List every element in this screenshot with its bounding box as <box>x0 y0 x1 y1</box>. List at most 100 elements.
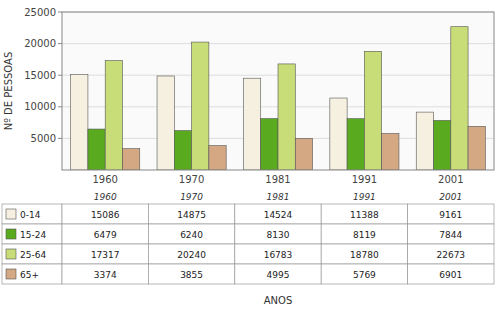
table-cell <box>321 244 407 264</box>
table-cell <box>62 224 148 244</box>
tick-label: 1960 <box>92 174 117 185</box>
table-cell <box>235 224 321 244</box>
table-cell <box>148 264 234 284</box>
bar <box>434 120 451 170</box>
data-label: 15086 <box>91 210 120 220</box>
data-label: 4995 <box>267 270 290 280</box>
bar <box>330 98 347 170</box>
data-label: 9161 <box>439 210 462 220</box>
data-label: 18780 <box>350 250 379 260</box>
bar <box>157 76 174 170</box>
table-header: 1960 <box>94 192 117 202</box>
plot-area <box>62 12 494 170</box>
table-cell <box>235 264 321 284</box>
data-label: 17317 <box>91 250 120 260</box>
legend-swatch <box>6 249 16 259</box>
table-cell <box>148 204 234 224</box>
grid-line <box>62 43 494 44</box>
legend-swatch <box>6 269 16 279</box>
data-label: 8130 <box>267 230 290 240</box>
tick-label: 1991 <box>352 174 377 185</box>
legend-entry: 65+ <box>20 270 39 280</box>
table-header: 2001 <box>439 192 462 202</box>
table-cell <box>235 204 321 224</box>
chart: 5000 10000 15000 20000 25000 Nº DE PESSOAS 196… <box>0 0 504 322</box>
bar <box>278 64 295 170</box>
bar <box>243 78 260 170</box>
bar <box>468 126 485 170</box>
bar <box>209 146 226 170</box>
tick-mark <box>58 106 62 107</box>
table-cell <box>148 224 234 244</box>
tick-label: 25000 <box>24 7 56 18</box>
data-label: 14524 <box>264 210 293 220</box>
tick-label: 1970 <box>179 174 204 185</box>
data-label: 7844 <box>439 230 462 240</box>
tick-mark <box>58 138 62 139</box>
data-label: 14875 <box>177 210 206 220</box>
table-cell <box>62 244 148 264</box>
table-cell <box>408 204 494 224</box>
data-label: 6479 <box>94 230 117 240</box>
table-cell <box>235 244 321 264</box>
table-cell <box>321 264 407 284</box>
tick-label: 20000 <box>24 38 56 49</box>
table-cell <box>408 244 494 264</box>
tick-label: 15000 <box>24 70 56 81</box>
data-label: 22673 <box>436 250 465 260</box>
tick-mark <box>58 12 62 13</box>
legend-swatch <box>6 229 16 239</box>
bar <box>261 119 278 170</box>
legend-swatch <box>6 209 16 219</box>
bar <box>347 119 364 170</box>
table-cell <box>408 264 494 284</box>
data-label: 8119 <box>353 230 376 240</box>
data-table: 1960 1970 1981 1991 2001 0-14 15086 14875 14524 1… <box>2 192 494 284</box>
x-axis: 1960 1970 1981 1991 2001 <box>92 174 463 185</box>
table-cell <box>2 204 62 224</box>
bar <box>382 134 399 170</box>
tick-mark <box>58 43 62 44</box>
table-header: 1970 <box>180 192 203 202</box>
tick-label: 10000 <box>24 101 56 112</box>
bar <box>105 61 122 170</box>
data-label: 6240 <box>180 230 203 240</box>
data-label: 5769 <box>353 270 376 280</box>
table-header: 1981 <box>267 192 290 202</box>
bar <box>71 75 88 170</box>
y-axis-label: Nº DE PESSOAS <box>3 52 14 131</box>
table-cell <box>321 204 407 224</box>
x-axis-label: ANOS <box>264 295 293 306</box>
data-label: 16783 <box>264 250 293 260</box>
bar <box>416 112 433 170</box>
plot-frame <box>62 12 494 170</box>
table-cell <box>148 244 234 264</box>
table-cell <box>62 204 148 224</box>
table-header: 1991 <box>353 192 376 202</box>
legend-entry: 15-24 <box>20 230 46 240</box>
data-label: 20240 <box>177 250 206 260</box>
tick-label: 2001 <box>438 174 463 185</box>
bar <box>451 27 468 170</box>
table-cell <box>2 264 62 284</box>
table-cell <box>62 264 148 284</box>
bar <box>295 138 312 170</box>
bars <box>71 27 486 170</box>
tick-mark <box>58 75 62 76</box>
tick-label: 1981 <box>265 174 290 185</box>
bar <box>192 42 209 170</box>
bar <box>122 149 139 170</box>
table-cell <box>2 244 62 264</box>
data-label: 3855 <box>180 270 203 280</box>
bar <box>88 129 105 170</box>
tick-label: 5000 <box>31 133 56 144</box>
legend-entry: 25-64 <box>20 250 46 260</box>
table-cell <box>408 224 494 244</box>
data-label: 11388 <box>350 210 379 220</box>
bar <box>174 131 191 170</box>
table-cell <box>321 224 407 244</box>
data-label: 3374 <box>94 270 117 280</box>
data-label: 6901 <box>439 270 462 280</box>
legend-entry: 0-14 <box>20 210 41 220</box>
table-cell <box>2 224 62 244</box>
